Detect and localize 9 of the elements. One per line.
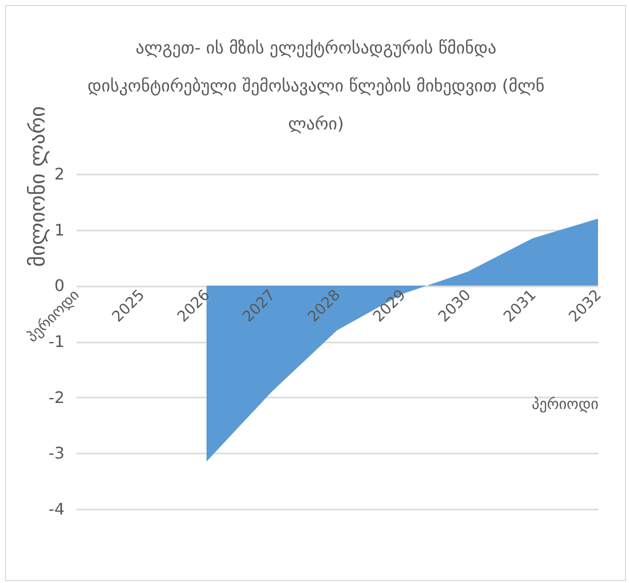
y-tick-label: -2 (48, 388, 64, 407)
chart-title: ალგეთ- ის მზის ელექტროსადგურის წმინდა დისკონტირებული შემოსავალი წლების მიხედვით (მლნ ლარი) (88, 38, 545, 135)
x-axis-title: პერიოდი (532, 395, 599, 414)
y-tick-label: -4 (48, 500, 64, 518)
y-tick-label: -3 (48, 444, 64, 463)
y-tick-label: 1 (54, 220, 64, 240)
y-tick-label: 0 (54, 276, 64, 296)
y-axis-title: მილიონი ლარი (26, 106, 50, 267)
y-tick-label: 2 (54, 164, 64, 184)
